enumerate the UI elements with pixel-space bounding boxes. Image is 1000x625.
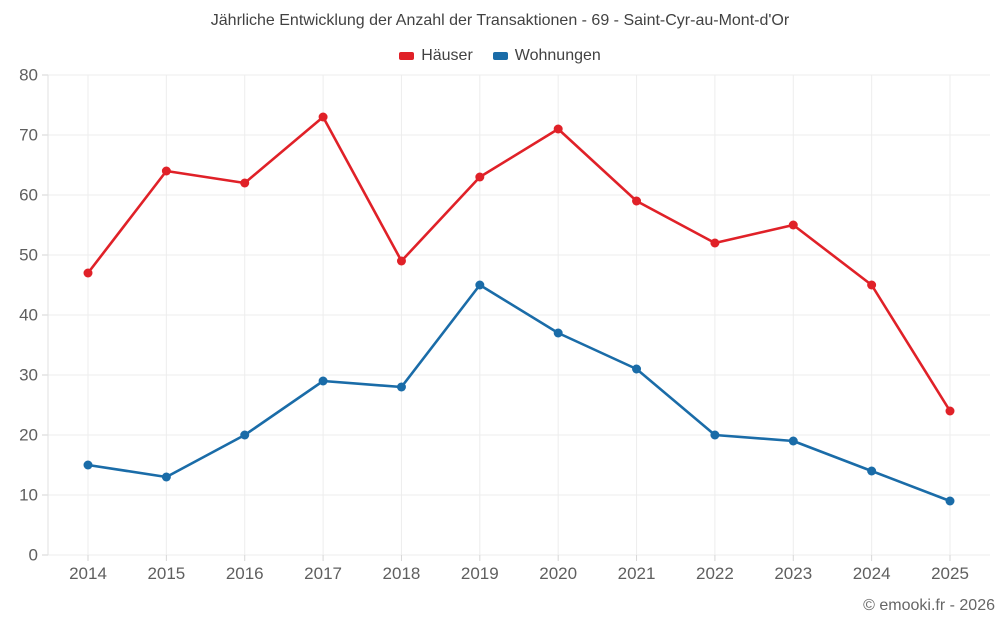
legend-item-wohnungen[interactable]: Wohnungen [492, 47, 601, 65]
data-point-hauser-2022[interactable] [710, 238, 720, 248]
x-tick-label-2017: 2017 [304, 564, 342, 583]
data-point-wohnungen-2021[interactable] [632, 364, 642, 374]
data-point-hauser-2025[interactable] [945, 406, 955, 416]
data-point-hauser-2017[interactable] [318, 112, 328, 122]
data-point-wohnungen-2019[interactable] [475, 280, 485, 290]
data-point-wohnungen-2020[interactable] [553, 328, 563, 338]
data-point-wohnungen-2024[interactable] [867, 466, 877, 476]
x-tick-label-2018: 2018 [383, 564, 421, 583]
data-point-hauser-2016[interactable] [240, 178, 250, 188]
data-point-hauser-2024[interactable] [867, 280, 877, 290]
legend-label-hauser: Häuser [421, 47, 473, 64]
data-point-hauser-2014[interactable] [83, 268, 93, 278]
y-tick-label-0: 0 [29, 546, 38, 565]
x-tick-label-2015: 2015 [147, 564, 185, 583]
legend-item-hauser[interactable]: Häuser [399, 47, 473, 65]
x-tick-label-2014: 2014 [69, 564, 107, 583]
data-point-wohnungen-2015[interactable] [161, 472, 171, 482]
wohnungen-series-swatch [492, 52, 508, 60]
y-tick-label-50: 50 [19, 246, 38, 265]
legend: Häuser Wohnungen [0, 47, 1000, 65]
data-point-hauser-2023[interactable] [788, 220, 798, 230]
data-point-hauser-2015[interactable] [161, 166, 171, 176]
chart-title: Jährliche Entwicklung der Anzahl der Tra… [210, 12, 790, 29]
data-point-hauser-2021[interactable] [632, 196, 642, 206]
data-point-hauser-2019[interactable] [475, 172, 485, 182]
data-point-wohnungen-2025[interactable] [945, 496, 955, 506]
y-tick-label-80: 80 [19, 66, 38, 85]
x-tick-label-2025: 2025 [931, 564, 969, 583]
data-point-wohnungen-2018[interactable] [396, 382, 406, 392]
y-tick-label-40: 40 [19, 306, 38, 325]
x-tick-label-2024: 2024 [853, 564, 891, 583]
series-line-hauser [86, 115, 952, 413]
x-tick-label-2020: 2020 [539, 564, 577, 583]
hauser-series-swatch [399, 52, 415, 60]
data-point-wohnungen-2023[interactable] [788, 436, 798, 446]
legend-label-wohnungen: Wohnungen [514, 47, 601, 64]
y-tick-label-60: 60 [19, 186, 38, 205]
data-point-hauser-2018[interactable] [396, 256, 406, 266]
data-point-hauser-2020[interactable] [553, 124, 563, 134]
x-tick-label-2019: 2019 [461, 564, 499, 583]
y-tick-label-10: 10 [19, 486, 38, 505]
data-point-wohnungen-2014[interactable] [83, 460, 93, 470]
x-tick-label-2022: 2022 [696, 564, 734, 583]
x-tick-label-2021: 2021 [618, 564, 656, 583]
y-tick-label-30: 30 [19, 366, 38, 385]
series-line-wohnungen [86, 283, 952, 503]
y-tick-label-70: 70 [19, 126, 38, 145]
data-point-wohnungen-2017[interactable] [318, 376, 328, 386]
x-tick-label-2023: 2023 [774, 564, 812, 583]
copyright-footer: © emooki.fr - 2026 [863, 597, 995, 614]
x-tick-label-2016: 2016 [226, 564, 264, 583]
data-point-wohnungen-2016[interactable] [240, 430, 250, 440]
data-point-wohnungen-2022[interactable] [710, 430, 720, 440]
y-tick-label-20: 20 [19, 426, 38, 445]
